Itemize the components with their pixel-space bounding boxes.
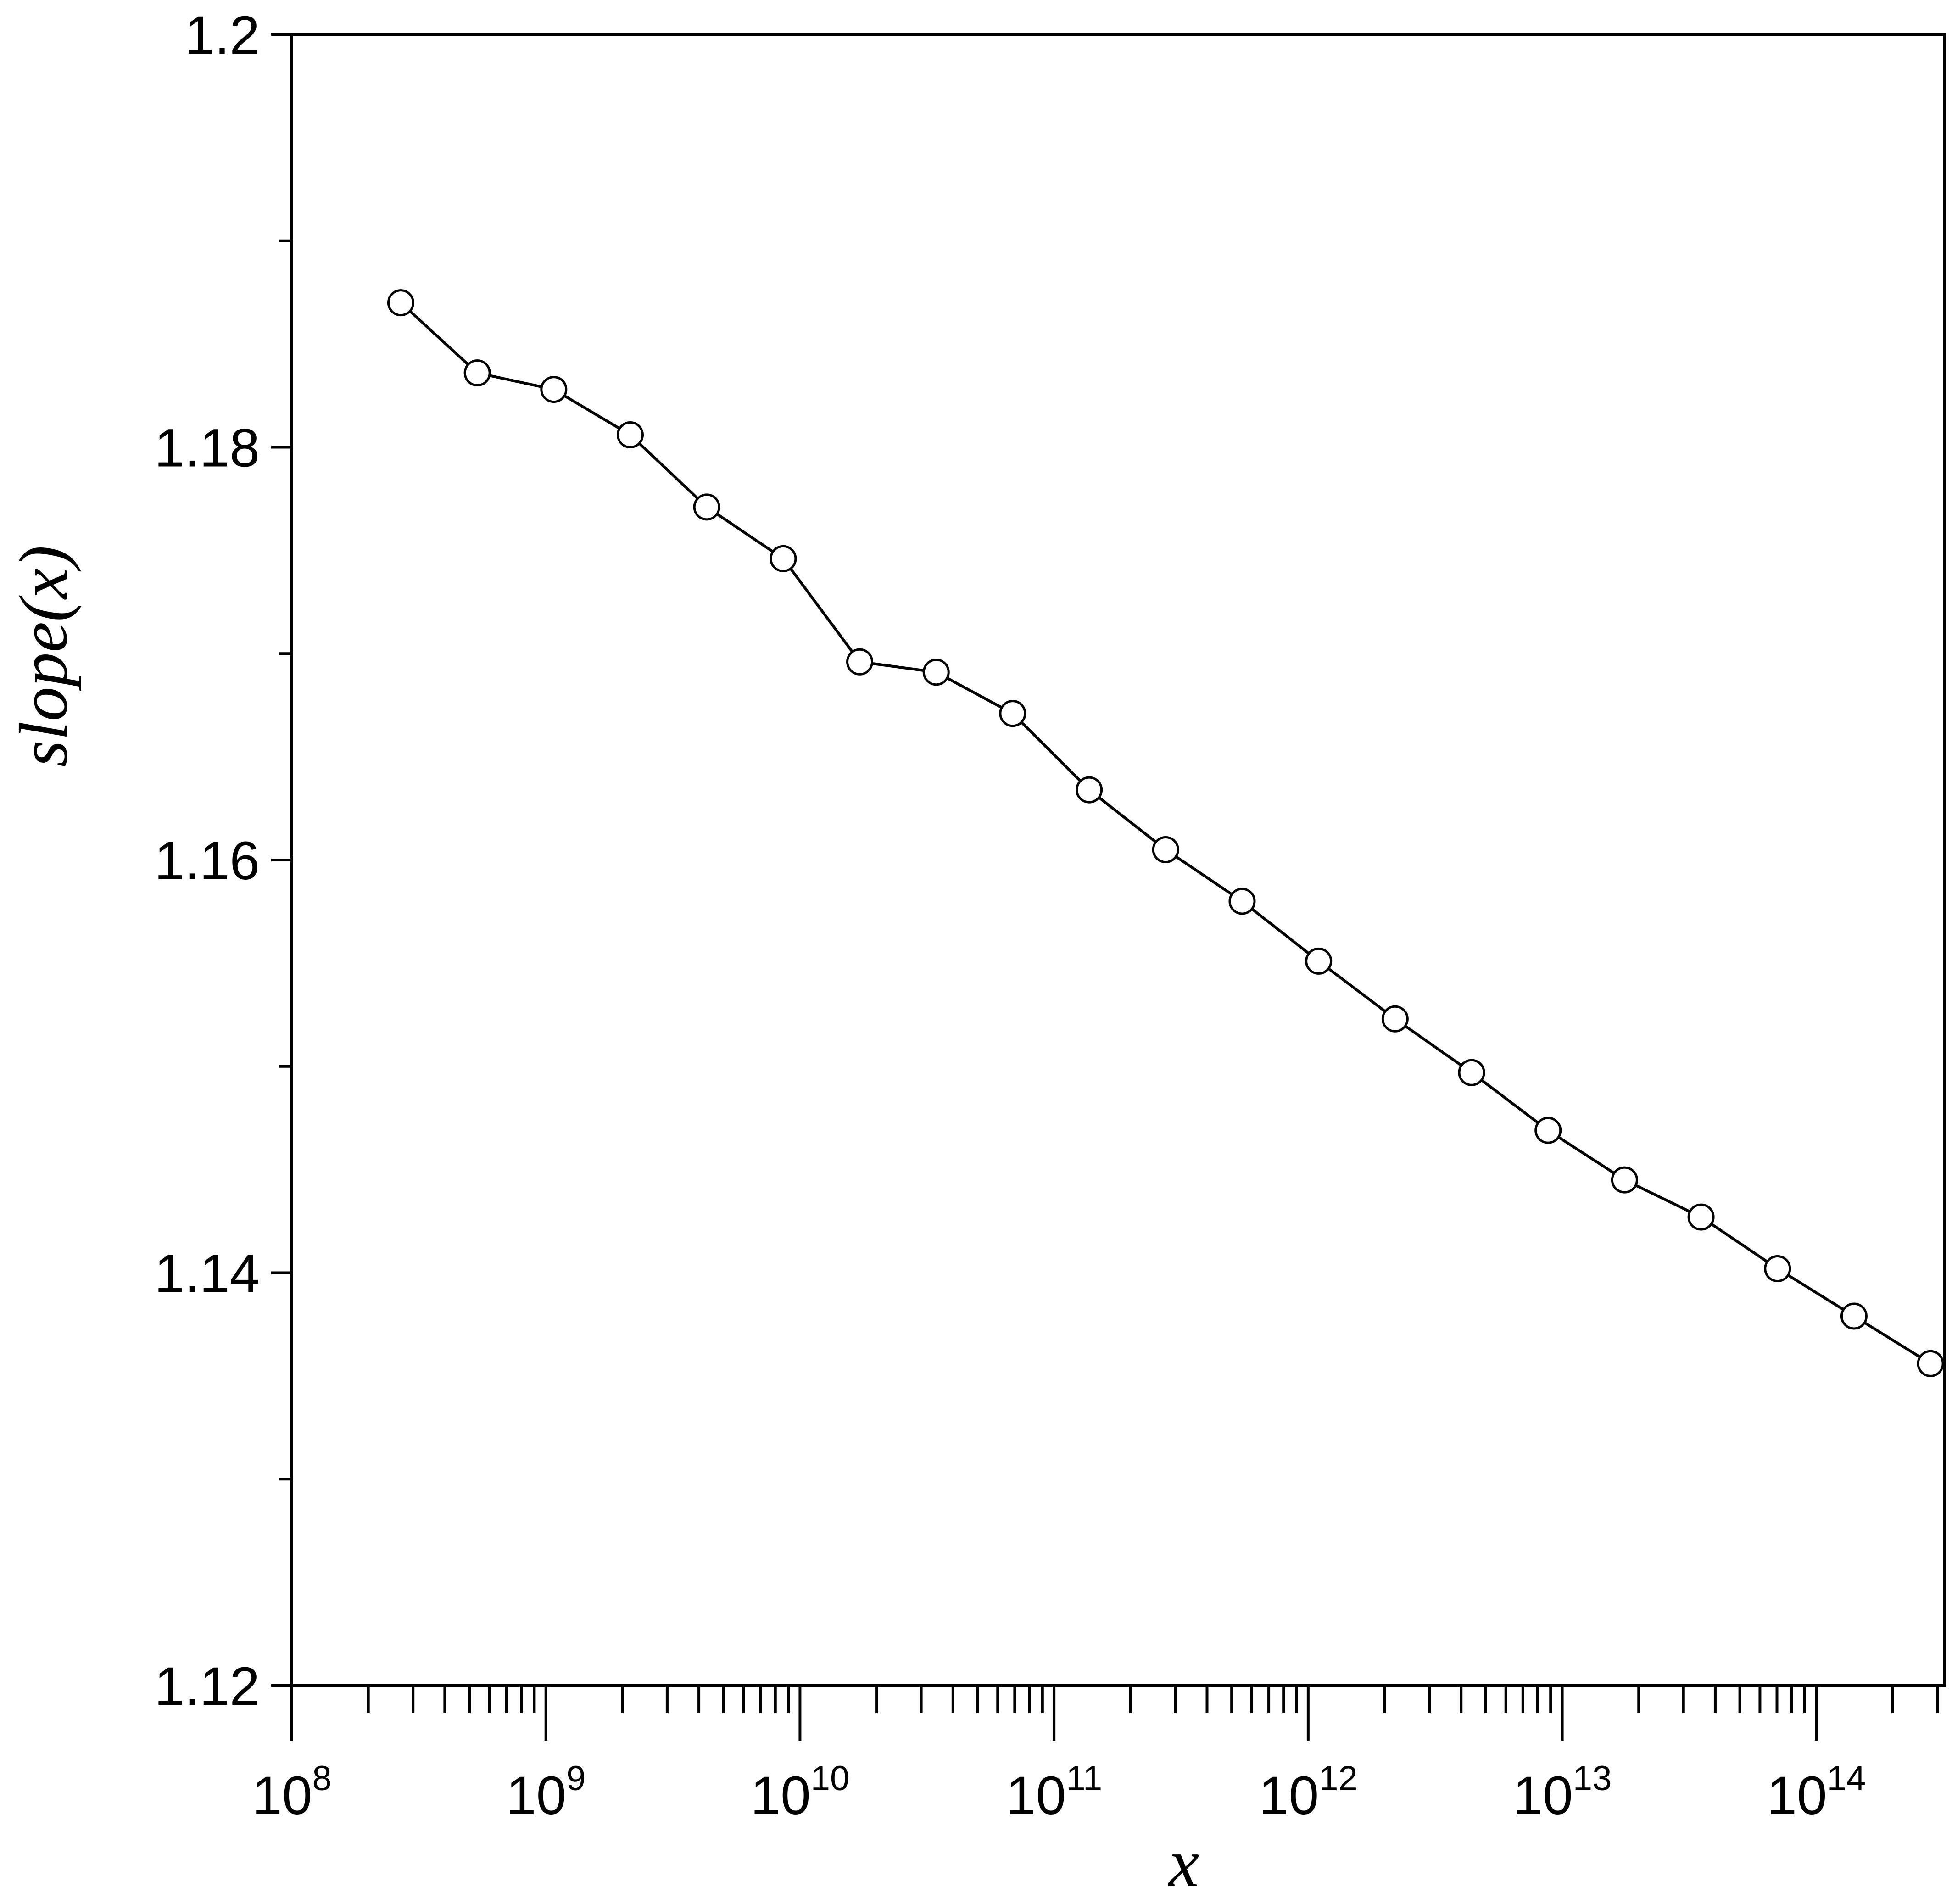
data-point bbox=[1152, 836, 1179, 864]
data-point bbox=[1917, 1350, 1944, 1377]
x-tick-exponent: 11 bbox=[1066, 1759, 1102, 1798]
x-tick-base: 10 bbox=[1767, 1765, 1827, 1826]
x-tick-label: 108 bbox=[252, 1759, 332, 1826]
data-point bbox=[1534, 1117, 1562, 1144]
y-tick-label: 1.14 bbox=[154, 1244, 260, 1304]
data-point bbox=[846, 648, 874, 676]
data-point bbox=[999, 700, 1026, 727]
data-point bbox=[1381, 1005, 1409, 1033]
x-tick-base: 10 bbox=[1006, 1765, 1066, 1826]
x-tick-exponent: 14 bbox=[1827, 1759, 1866, 1798]
data-point bbox=[1076, 776, 1103, 804]
x-tick-label: 1014 bbox=[1767, 1759, 1866, 1826]
x-axis-title: x bbox=[1168, 1825, 1199, 1901]
data-point bbox=[617, 421, 644, 449]
y-axis-title: slope(x) bbox=[6, 545, 82, 767]
data-point bbox=[922, 659, 950, 686]
plot-frame bbox=[290, 33, 1946, 1687]
x-tick-exponent: 12 bbox=[1319, 1759, 1358, 1798]
x-tick-label: 1010 bbox=[751, 1759, 850, 1826]
data-point bbox=[1764, 1255, 1791, 1283]
data-point bbox=[1611, 1166, 1638, 1194]
y-tick-label: 1.12 bbox=[154, 1656, 260, 1717]
x-tick-base: 10 bbox=[252, 1765, 312, 1826]
y-tick-label: 1.16 bbox=[154, 831, 260, 891]
data-point bbox=[1840, 1302, 1868, 1330]
x-tick-base: 10 bbox=[506, 1765, 566, 1826]
data-point bbox=[770, 545, 797, 572]
data-point bbox=[540, 376, 568, 403]
series-markers bbox=[387, 289, 1944, 1377]
data-point bbox=[463, 359, 491, 387]
data-point bbox=[1305, 947, 1333, 975]
x-tick-label: 1011 bbox=[1006, 1759, 1102, 1826]
data-point bbox=[1687, 1203, 1715, 1231]
x-tick-exponent: 13 bbox=[1573, 1759, 1612, 1798]
x-tick-exponent: 10 bbox=[811, 1759, 850, 1798]
x-tick-base: 10 bbox=[751, 1765, 811, 1826]
data-point bbox=[387, 289, 414, 317]
axis-ticks bbox=[271, 33, 1939, 1741]
x-tick-label: 109 bbox=[506, 1759, 586, 1826]
y-tick-label: 1.2 bbox=[184, 5, 260, 66]
data-point bbox=[1458, 1059, 1485, 1086]
x-tick-label: 1013 bbox=[1513, 1759, 1612, 1826]
x-tick-label: 1012 bbox=[1259, 1759, 1358, 1826]
y-tick-label: 1.18 bbox=[154, 418, 260, 479]
data-point bbox=[693, 493, 720, 521]
data-point bbox=[1228, 888, 1256, 915]
x-tick-exponent: 9 bbox=[566, 1759, 586, 1798]
x-tick-exponent: 8 bbox=[312, 1759, 331, 1798]
x-tick-base: 10 bbox=[1259, 1765, 1319, 1826]
x-tick-base: 10 bbox=[1513, 1765, 1573, 1826]
